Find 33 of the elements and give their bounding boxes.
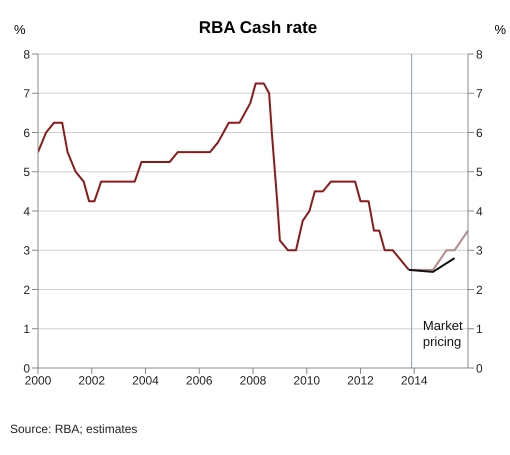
y2-tick-label: 8 [476,47,483,62]
y-tick-label: 2 [23,282,30,297]
y2-tick-label: 2 [476,282,483,297]
x-tick-label: 2004 [132,374,160,388]
x-tick-label: 2008 [240,374,267,388]
chart-title: RBA Cash rate [198,18,318,37]
y2-tick-label: 4 [476,204,483,218]
y2-tick-label: 5 [476,165,483,180]
line-series [38,82,410,271]
y-tick-label: 1 [23,322,30,336]
y2-tick-label: 0 [476,361,483,376]
y-axis-title: % [14,22,26,37]
y2-tick-label: 1 [476,322,483,336]
y-tick-label: 6 [23,126,30,140]
y-tick-label: 8 [23,47,30,62]
y-tick-label: 5 [23,165,30,180]
line-series [408,257,456,273]
y2-tick-label: 6 [476,126,483,140]
x-tick-label: 2002 [78,374,106,388]
x-tick-label: 2010 [293,374,320,388]
y-tick-label: 4 [23,204,30,218]
y-tick-label: 3 [23,244,30,258]
y2-tick-label: 3 [476,244,483,258]
y-tick-label: 7 [23,86,30,101]
x-tick-label: 2014 [400,374,428,388]
source-note: Source: RBA; estimates [10,422,138,436]
x-tick-label: 2000 [24,374,52,388]
y2-tick-label: 7 [476,86,483,101]
x-tick-label: 2006 [186,374,213,388]
text: Market pricing [422,318,464,350]
y-tick-label: 0 [23,361,30,376]
x-tick-label: 2012 [347,374,374,388]
y2-axis-title: % [494,22,506,37]
